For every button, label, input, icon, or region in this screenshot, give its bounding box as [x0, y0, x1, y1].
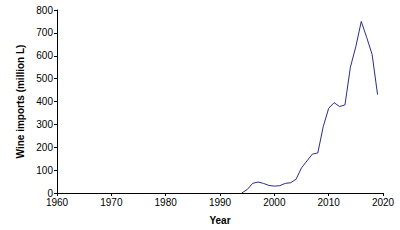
svg-text:1980: 1980 — [155, 197, 178, 208]
svg-text:700: 700 — [36, 27, 53, 38]
svg-text:2020: 2020 — [372, 197, 395, 208]
svg-text:200: 200 — [36, 142, 53, 153]
svg-text:1990: 1990 — [209, 197, 232, 208]
svg-text:300: 300 — [36, 119, 53, 130]
svg-text:0: 0 — [47, 187, 53, 199]
svg-text:Wine imports (million L): Wine imports (million L) — [15, 45, 26, 159]
svg-text:1960: 1960 — [46, 197, 69, 208]
svg-text:Year: Year — [209, 215, 230, 226]
svg-text:600: 600 — [36, 50, 53, 61]
svg-text:400: 400 — [36, 96, 53, 107]
svg-text:500: 500 — [36, 73, 53, 84]
svg-text:2010: 2010 — [318, 197, 341, 208]
svg-text:1970: 1970 — [100, 197, 123, 208]
svg-text:2000: 2000 — [263, 197, 286, 208]
svg-text:800: 800 — [36, 5, 53, 16]
svg-text:100: 100 — [36, 165, 53, 176]
